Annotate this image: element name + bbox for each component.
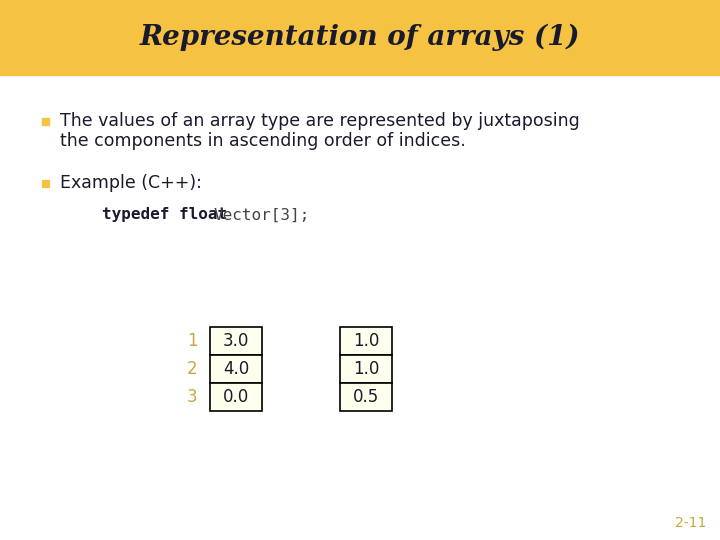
Text: 2-11: 2-11 — [675, 516, 706, 530]
Text: 1.0: 1.0 — [353, 332, 379, 350]
Text: 0.0: 0.0 — [223, 388, 249, 406]
Text: the components in ascending order of indices.: the components in ascending order of ind… — [60, 132, 466, 150]
Text: 3: 3 — [186, 388, 197, 406]
Text: 3.0: 3.0 — [222, 332, 249, 350]
Text: Vector[3];: Vector[3]; — [214, 207, 310, 222]
Bar — [340, 383, 392, 411]
Bar — [0, 0, 720, 75]
Bar — [42, 118, 49, 125]
Text: Representation of arrays (1): Representation of arrays (1) — [140, 24, 580, 51]
Text: typedef float: typedef float — [102, 207, 227, 222]
Bar — [340, 355, 392, 383]
Text: 1: 1 — [186, 332, 197, 350]
Text: 2: 2 — [186, 360, 197, 378]
Text: 4.0: 4.0 — [223, 360, 249, 378]
Text: The values of an array type are represented by juxtaposing: The values of an array type are represen… — [60, 112, 580, 130]
Bar — [210, 383, 262, 411]
Text: 1.0: 1.0 — [353, 360, 379, 378]
Text: Example (C++):: Example (C++): — [60, 174, 202, 192]
Bar — [340, 327, 392, 355]
Text: 0.5: 0.5 — [353, 388, 379, 406]
Bar — [42, 179, 49, 186]
Bar — [210, 327, 262, 355]
Bar — [210, 355, 262, 383]
